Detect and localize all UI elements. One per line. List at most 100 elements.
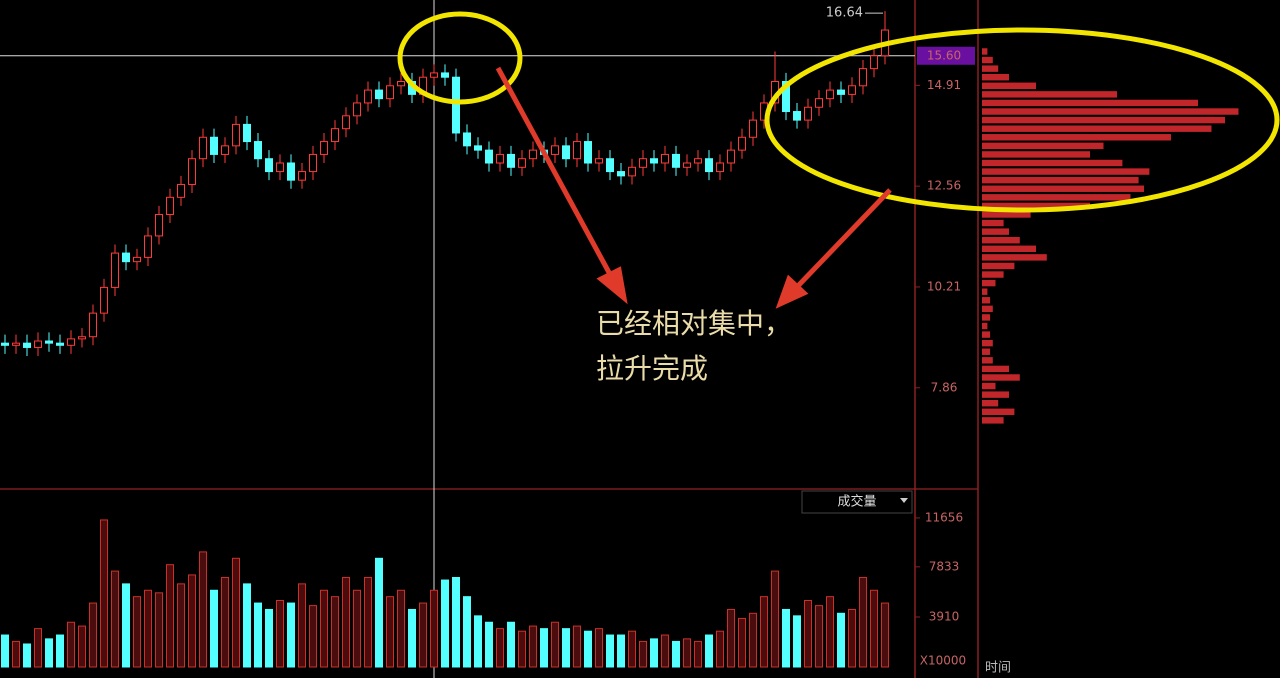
volume-bar <box>584 630 592 668</box>
chip-bar <box>982 391 1009 398</box>
candle-body <box>793 111 801 121</box>
volume-bar <box>375 557 383 668</box>
volume-bar <box>562 628 570 668</box>
candle-body <box>166 196 174 215</box>
volume-bar <box>430 589 438 668</box>
arrow-line <box>794 188 892 290</box>
chip-bar <box>982 228 1009 235</box>
candle-body <box>342 115 350 130</box>
volume-bar <box>265 608 273 668</box>
chip-bar <box>982 142 1104 150</box>
chip-bar <box>982 322 988 330</box>
volume-bar <box>716 630 724 668</box>
volume-bar <box>881 602 889 668</box>
volume-bar <box>342 576 350 668</box>
volume-bar <box>650 638 658 668</box>
volume-bar <box>793 615 801 668</box>
candle-body <box>320 141 328 155</box>
chip-bar <box>982 82 1036 90</box>
volume-bar <box>210 589 218 668</box>
volume-bar <box>595 628 603 668</box>
volume-bar <box>144 589 152 668</box>
candle-body <box>331 128 339 143</box>
candle-body <box>232 123 240 147</box>
candle-body <box>562 145 570 160</box>
chip-bar <box>982 297 991 304</box>
candle-body <box>485 149 493 164</box>
annotation: 已经相对集中， <box>596 307 792 340</box>
volume-bar <box>628 630 636 668</box>
chip-bar <box>982 194 1131 201</box>
y-tick-label: 11656 <box>925 510 963 524</box>
chip-bar <box>982 245 1036 253</box>
chip-bar <box>982 73 1009 81</box>
chip-bar <box>982 91 1117 98</box>
volume-bar <box>782 608 790 668</box>
candle-body <box>694 158 702 164</box>
candle-body <box>287 162 295 181</box>
candle-body <box>243 123 251 143</box>
volume-selector[interactable] <box>801 490 913 514</box>
volume-bar <box>683 638 691 668</box>
volume-bar <box>199 551 207 668</box>
candle-body <box>122 252 130 263</box>
volume-title: 成交量 <box>837 494 876 510</box>
volume-bar <box>45 638 53 668</box>
candle-body <box>67 338 75 346</box>
volume-bar <box>155 592 163 668</box>
volume-bar <box>826 596 834 668</box>
chip-bar <box>982 357 993 364</box>
volume-bar <box>529 625 537 668</box>
volume-bar <box>859 576 867 668</box>
candle-body <box>155 213 163 237</box>
volume-bar <box>89 602 97 668</box>
candle-body <box>89 312 97 338</box>
candle-body <box>606 158 614 173</box>
chip-bar <box>982 48 988 55</box>
arrows <box>495 66 892 309</box>
candle-body <box>551 145 559 155</box>
candle-body <box>804 106 812 121</box>
volume-bar <box>804 600 812 668</box>
volume-unit: X10000 <box>920 654 966 668</box>
volume-bar <box>705 634 713 668</box>
volume-bar <box>1 634 9 668</box>
volume-bar <box>56 634 64 668</box>
candle-body <box>782 81 790 113</box>
volume-bar <box>639 640 647 668</box>
candle-body <box>683 162 691 168</box>
chip-bar <box>982 254 1047 261</box>
y-tick-label: 12.56 <box>927 179 961 193</box>
chip-bar <box>982 65 999 72</box>
candle-body <box>584 141 592 164</box>
candle-body <box>848 85 856 95</box>
y-tick-label: 3910 <box>929 609 960 623</box>
candle-body <box>265 158 273 173</box>
chip-bar <box>982 279 996 287</box>
volume-bar <box>738 617 746 668</box>
candle-body <box>298 171 306 181</box>
candle-body <box>375 89 383 100</box>
volume-bar <box>12 640 20 668</box>
candle-body <box>474 145 482 151</box>
candle-body <box>23 342 31 348</box>
candle-body <box>34 340 42 348</box>
candle-body <box>749 119 757 138</box>
volume-bar <box>606 634 614 668</box>
volume-bar <box>309 605 317 668</box>
volume-bar <box>232 557 240 668</box>
candle-body <box>386 85 394 100</box>
volume-bar <box>243 583 251 668</box>
volume-bar <box>727 608 735 668</box>
chip-bar <box>982 331 991 338</box>
chip-bar <box>982 219 1004 227</box>
y-tick-label: 10.21 <box>927 279 961 293</box>
volume-bar <box>474 615 482 668</box>
candle-body <box>397 81 405 87</box>
volume-bar <box>254 602 262 668</box>
volume-bar <box>122 583 130 668</box>
candle-body <box>452 76 460 134</box>
candle-body <box>496 153 504 164</box>
candle-body <box>276 162 284 173</box>
chip-bar <box>982 399 999 407</box>
